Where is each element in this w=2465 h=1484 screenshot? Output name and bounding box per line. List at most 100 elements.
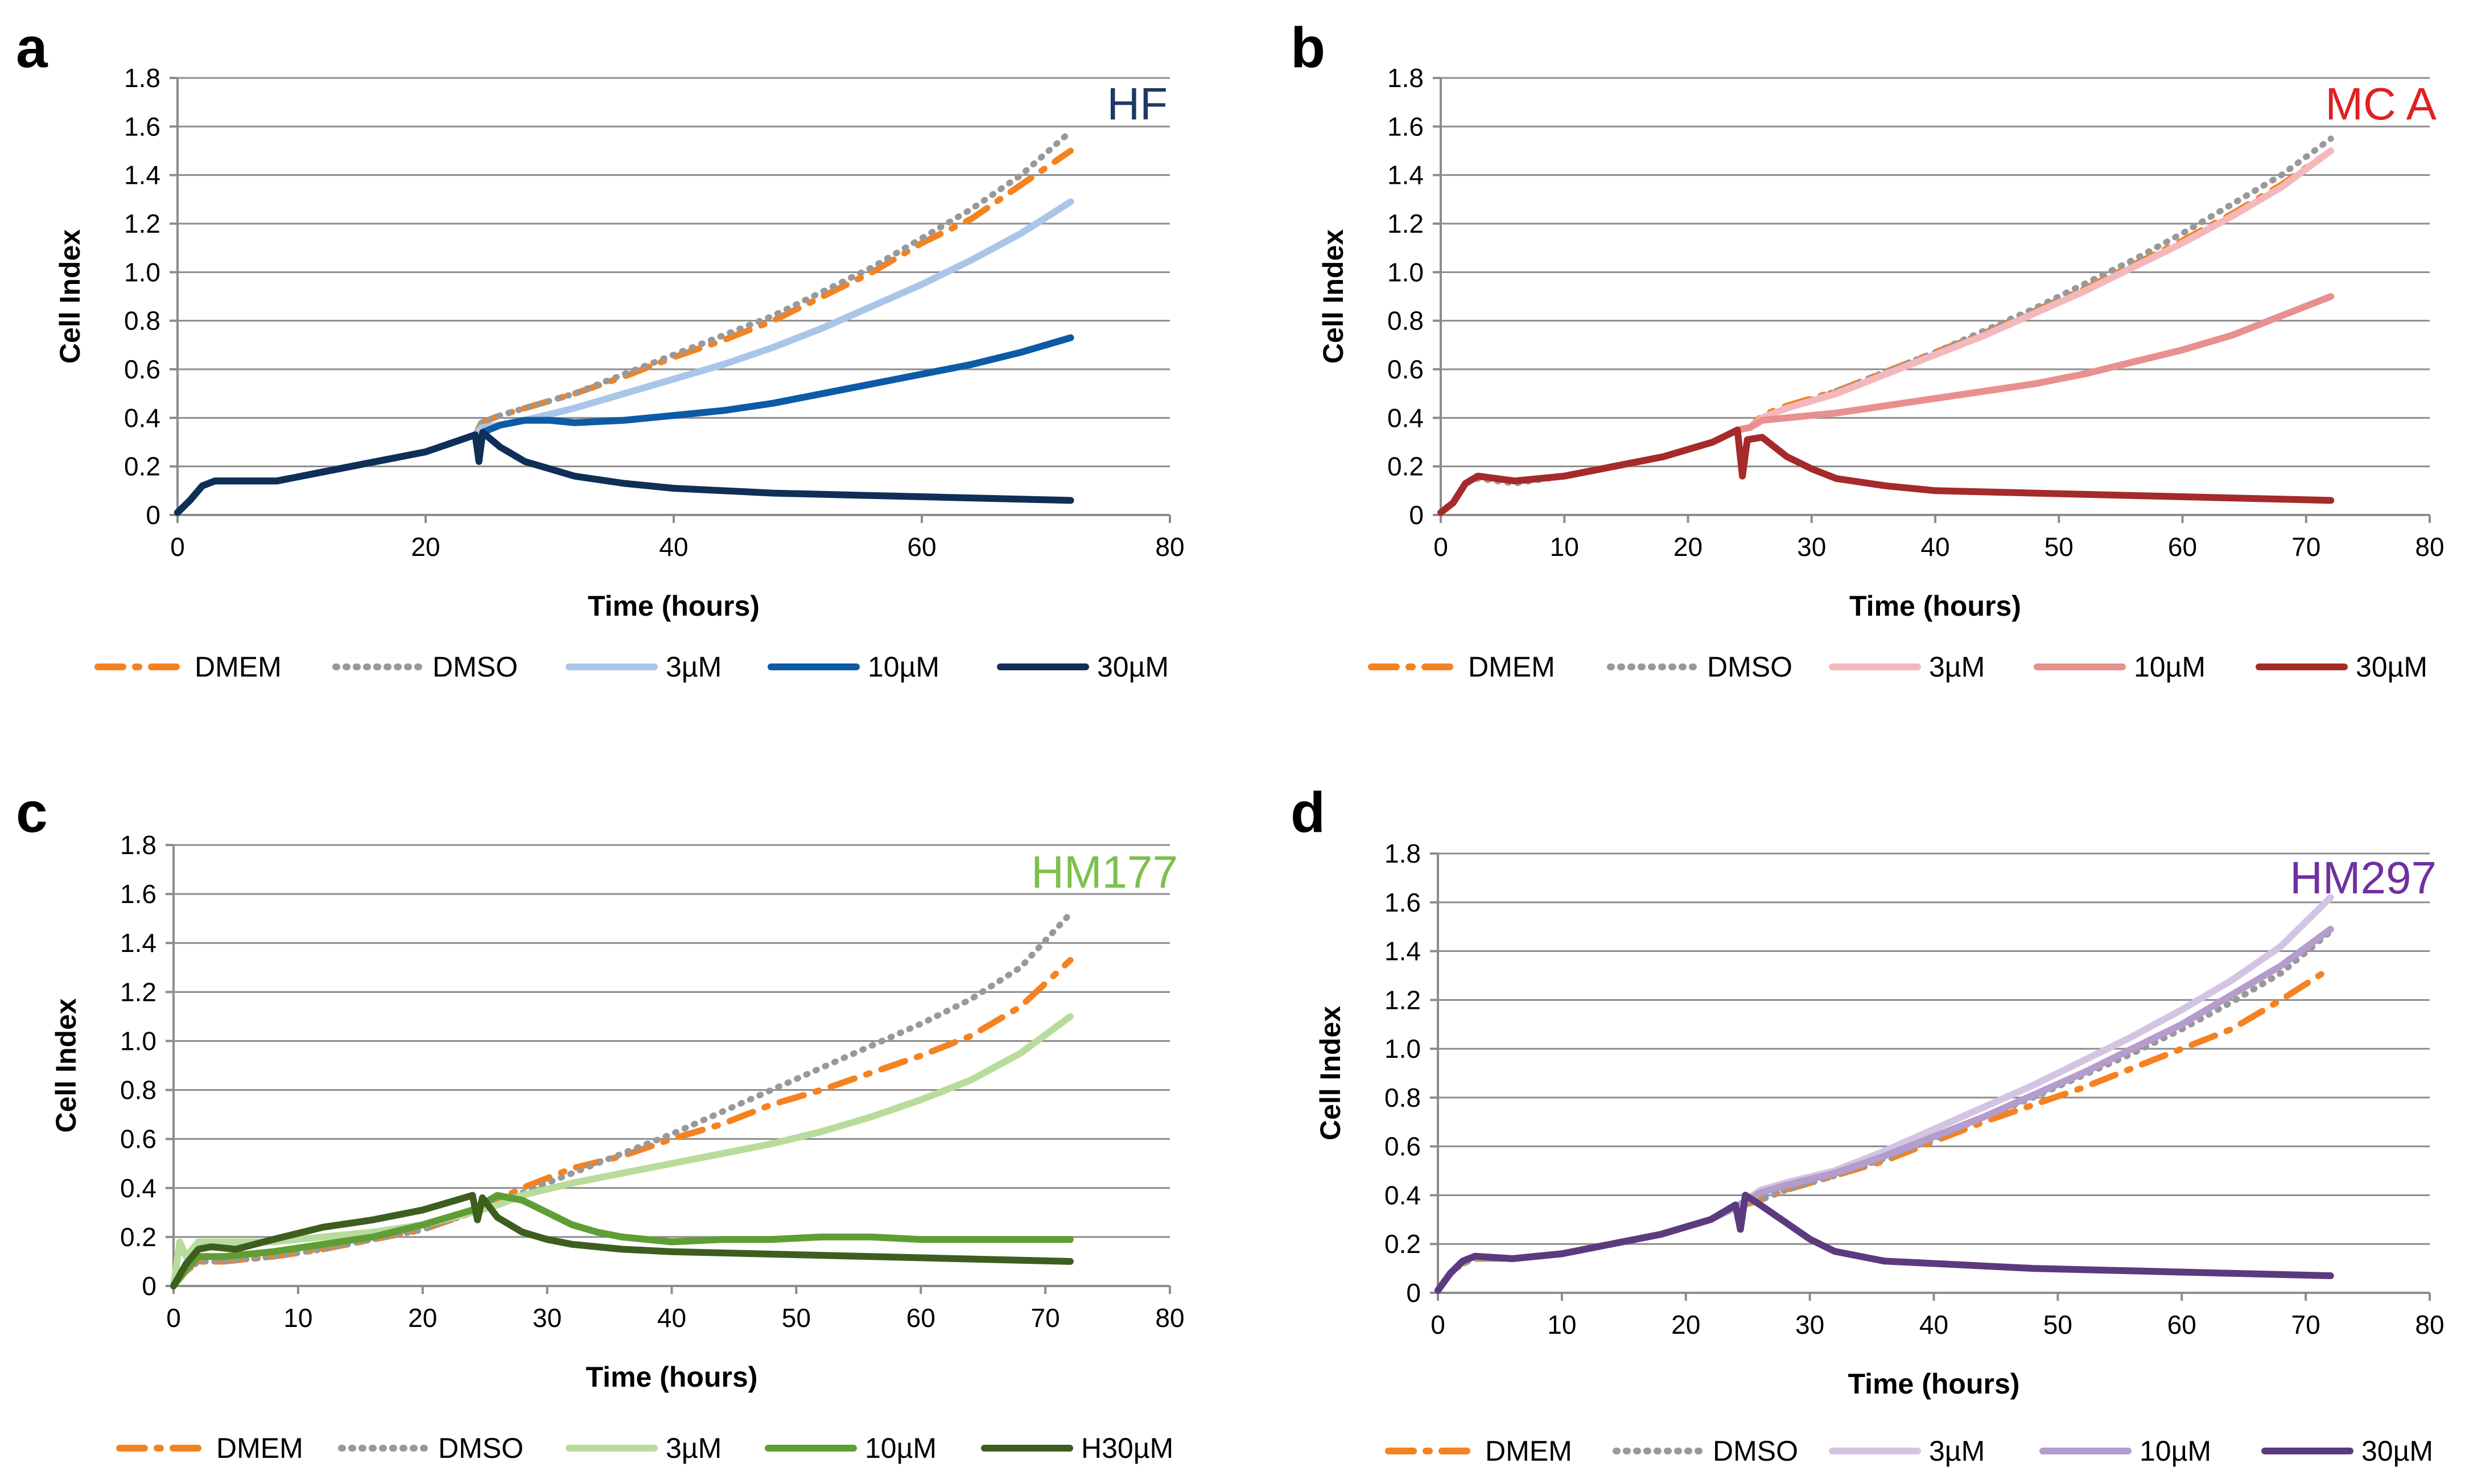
x-tick-label: 70 xyxy=(1031,1303,1060,1333)
y-tick-label: 1.8 xyxy=(120,830,156,860)
x-tick-label: 30 xyxy=(1797,532,1826,562)
x-tick-label: 20 xyxy=(411,532,440,562)
y-tick-label: 0 xyxy=(1409,500,1424,530)
x-axis-title: Time (hours) xyxy=(1849,590,2021,622)
legend-label: 30µM xyxy=(1097,651,1169,683)
x-tick-label: 80 xyxy=(2415,1310,2444,1339)
cell-line-title: HF xyxy=(1107,79,1168,129)
y-tick-label: 1.6 xyxy=(1384,888,1421,917)
y-tick-label: 1.6 xyxy=(124,112,160,141)
series-line-DMSO xyxy=(1437,135,2334,516)
x-tick-label: 70 xyxy=(2291,532,2320,562)
x-tick-label: 20 xyxy=(1671,1310,1700,1339)
panel-letter: d xyxy=(1291,781,1325,844)
y-tick-label: 1.4 xyxy=(1387,160,1424,190)
legend-label: 10µM xyxy=(2140,1435,2211,1467)
y-tick-label: 1.0 xyxy=(1384,1034,1421,1063)
x-tick-label: 30 xyxy=(1795,1310,1824,1339)
legend-label: DMEM xyxy=(216,1432,303,1464)
y-tick-label: 1.6 xyxy=(1387,112,1424,141)
x-tick-label: 30 xyxy=(533,1303,562,1333)
x-axis-title: Time (hours) xyxy=(588,590,760,622)
x-tick-label: 60 xyxy=(2167,1310,2196,1339)
legend-label: DMEM xyxy=(1468,651,1555,683)
x-tick-label: 50 xyxy=(2043,1310,2072,1339)
x-tick-label: 40 xyxy=(1920,532,1949,562)
series-line-30µM xyxy=(1437,426,2335,516)
x-tick-label: 40 xyxy=(657,1303,686,1333)
legend-label: 3µM xyxy=(1929,1435,1985,1467)
x-tick-label: 10 xyxy=(283,1303,312,1333)
y-tick-label: 0.8 xyxy=(1384,1083,1421,1112)
x-tick-label: 50 xyxy=(2044,532,2074,562)
legend-label: 10µM xyxy=(868,651,939,683)
chart-panel-a: a 0 0.2 0.4 0.6 0.8 1.0 1.2 1.4 1.6 1.8 0 20 40 60 80 Ti… xyxy=(16,16,1185,683)
series-line-DMSO xyxy=(174,128,1074,516)
legend: DMEM DMSO 3µM 10µM 30µM xyxy=(94,651,1169,683)
x-tick-label: 0 xyxy=(166,1303,181,1333)
y-tick-label: 0.4 xyxy=(1384,1180,1421,1210)
y-tick-label: 0 xyxy=(142,1271,156,1301)
y-tick-label: 0 xyxy=(1406,1278,1421,1308)
x-tick-label: 10 xyxy=(1550,532,1579,562)
legend-label: 30µM xyxy=(2356,651,2427,683)
y-tick-label: 1.0 xyxy=(124,257,160,287)
y-tick-label: 0.6 xyxy=(1387,354,1424,384)
panel-letter: c xyxy=(16,781,48,844)
panel-letter: a xyxy=(16,16,48,80)
cell-line-title: HM297 xyxy=(2290,852,2437,903)
y-tick-label: 1.6 xyxy=(120,879,156,909)
legend: DMEM DMSO 3µM 10µM 30µM xyxy=(1385,1435,2433,1467)
panel-letter: b xyxy=(1291,16,1325,80)
x-axis-title: Time (hours) xyxy=(1848,1368,2020,1400)
series-line-30µM xyxy=(174,428,1074,516)
y-tick-label: 1.2 xyxy=(124,209,160,238)
series-line-30µM xyxy=(1435,1192,2334,1294)
x-tick-label: 80 xyxy=(2415,532,2444,562)
series-line-10µM xyxy=(1437,293,2335,516)
legend: DMEM DMSO 3µM 10µM H30µM xyxy=(116,1432,1173,1464)
y-tick-label: 0.4 xyxy=(120,1173,156,1203)
chart-panel-c: c 0 0.2 0.4 0.6 0.8 1.0 1.2 1.4 1.6 1.8 0 10 20 30 40 50… xyxy=(16,781,1185,1464)
legend-label: H30µM xyxy=(1081,1432,1173,1464)
y-tick-label: 1.4 xyxy=(124,160,160,190)
y-tick-label: 1.0 xyxy=(1387,257,1424,287)
x-tick-label: 50 xyxy=(782,1303,811,1333)
y-tick-label: 1.4 xyxy=(120,928,156,958)
x-tick-label: 80 xyxy=(1155,532,1184,562)
y-tick-label: 1.2 xyxy=(1387,209,1424,238)
legend-label: DMEM xyxy=(1485,1435,1572,1467)
y-tick-label: 0.8 xyxy=(1387,306,1424,336)
x-tick-label: 60 xyxy=(907,532,936,562)
x-tick-label: 20 xyxy=(408,1303,437,1333)
y-tick-label: 0.2 xyxy=(120,1222,156,1252)
legend-label: 3µM xyxy=(666,1432,722,1464)
legend-label: 3µM xyxy=(666,651,722,683)
y-tick-label: 0.6 xyxy=(1384,1132,1421,1161)
y-tick-label: 0.6 xyxy=(124,354,160,384)
series-line-DMSO xyxy=(1435,928,2334,1294)
chart-panel-b: b 0 0.2 0.4 0.6 0.8 1.0 1.2 1.4 1.6 1.8 0 10 20 30 40 50… xyxy=(1291,16,2445,683)
x-tick-label: 60 xyxy=(2168,532,2197,562)
series-line-10µM xyxy=(1435,926,2334,1294)
y-tick-label: 0.4 xyxy=(124,403,160,432)
y-tick-label: 1.8 xyxy=(1387,63,1424,93)
y-tick-label: 1.2 xyxy=(1384,985,1421,1015)
y-tick-label: 0.2 xyxy=(1387,452,1424,481)
y-tick-label: 0.2 xyxy=(1384,1229,1421,1259)
y-tick-label: 0.8 xyxy=(120,1075,156,1105)
series-line-DMEM xyxy=(1437,147,2334,516)
legend-label: DMSO xyxy=(1713,1435,1798,1467)
legend-label: DMSO xyxy=(438,1432,523,1464)
y-tick-label: 1.8 xyxy=(1384,839,1421,868)
x-tick-label: 0 xyxy=(1431,1310,1445,1339)
y-axis-title: Cell Index xyxy=(1314,1006,1346,1140)
legend-label: 30µM xyxy=(2361,1435,2433,1467)
chart-panel-d: d 0 0.2 0.4 0.6 0.8 1.0 1.2 1.4 1.6 1.8 0 10 20 30 40 50… xyxy=(1291,781,2445,1467)
y-tick-label: 0.8 xyxy=(124,306,160,336)
x-tick-label: 10 xyxy=(1547,1310,1576,1339)
series-line-H30µM xyxy=(170,1192,1074,1289)
y-tick-label: 0 xyxy=(146,500,160,530)
cell-line-title: HM177 xyxy=(1031,847,1178,897)
